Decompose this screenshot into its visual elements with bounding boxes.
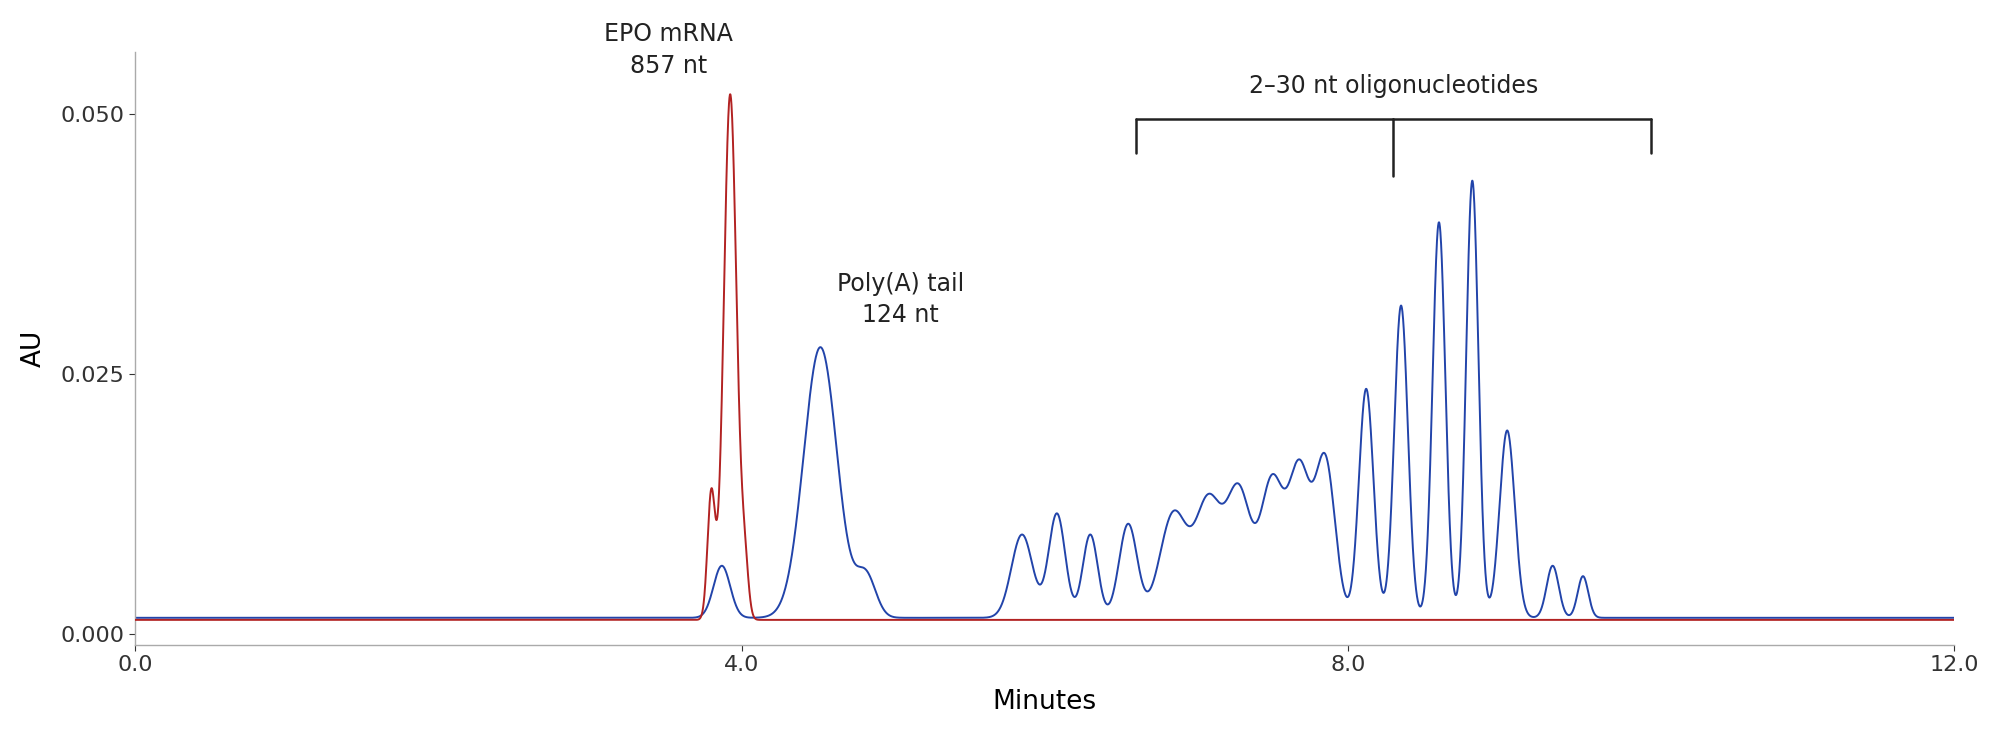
Text: 2–30 nt oligonucleotides: 2–30 nt oligonucleotides <box>1248 74 1538 99</box>
X-axis label: Minutes: Minutes <box>992 689 1096 715</box>
Text: Poly(A) tail
124 nt: Poly(A) tail 124 nt <box>838 272 964 328</box>
Y-axis label: AU: AU <box>20 330 46 367</box>
Text: EPO mRNA
857 nt: EPO mRNA 857 nt <box>604 22 734 77</box>
